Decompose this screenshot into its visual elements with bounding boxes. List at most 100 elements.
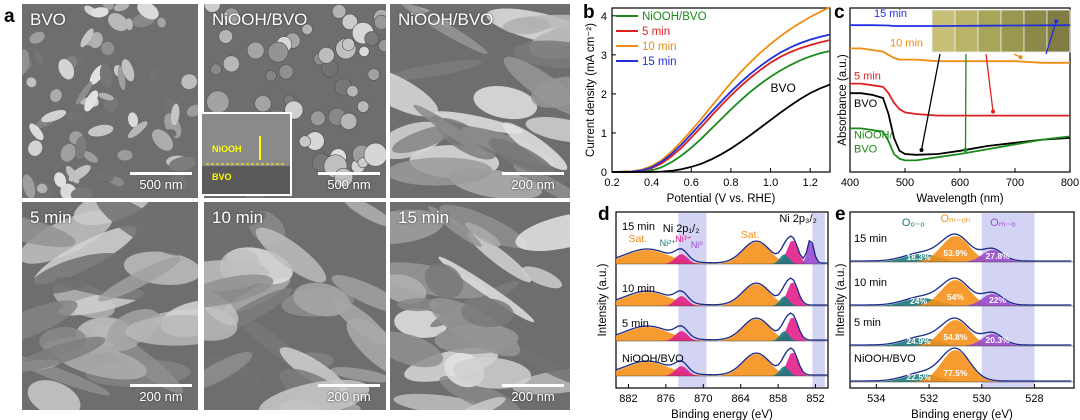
inset-label-niooh: NiOOH (212, 144, 242, 154)
sample-photo (977, 9, 1002, 53)
xps-component (616, 331, 828, 341)
curve-label-15min: 15 min (874, 8, 907, 20)
sem-grain (513, 40, 570, 69)
y-axis-label: Intensity (a.u.) (835, 263, 847, 336)
ni2p-xps-chart: 882 876 870 864 858 852 Binding energy (eV) Int… (597, 211, 829, 420)
xps-component (616, 362, 828, 376)
xps-envelope (615, 235, 829, 264)
xps-component (850, 320, 1074, 346)
x-tick-label: 530 (973, 393, 991, 405)
x-tick-label: 852 (806, 393, 824, 405)
sem-grain (125, 315, 198, 346)
spectrum-label: 5 min (622, 318, 649, 330)
sem-grain (390, 274, 427, 304)
xps-component (616, 241, 828, 264)
y-tick-label: 1 (601, 128, 607, 140)
sem-image-label: NiOOH/BVO (212, 10, 308, 29)
panel-label-e: e (835, 204, 846, 225)
photo-arrow-head (1054, 19, 1059, 24)
scale-bar-label: 200 nm (139, 389, 183, 404)
xps-component (616, 242, 828, 264)
sem-grain (50, 89, 62, 102)
sem-image-label: 15 min (398, 208, 450, 227)
y-axis-label: Intensity (a.u.) (597, 263, 609, 336)
jv-curve-niooh-bvo (612, 50, 831, 173)
xps-envelope (849, 317, 1072, 346)
sem-grain (394, 308, 448, 338)
inset-label-bvo: BVO (212, 172, 232, 182)
abs-curve-5-min (850, 82, 1070, 117)
sem-grain (90, 7, 109, 18)
sem-grain (206, 90, 230, 114)
sem-grain (68, 165, 91, 182)
sem-grain (367, 68, 380, 81)
sem-grain (22, 336, 106, 373)
legend-label: NiOOH/BVO (642, 11, 707, 23)
xps-component (850, 254, 1074, 262)
x-tick-label: 0.6 (684, 177, 699, 189)
y-axis-label: Absorbance (a.u.) (837, 54, 849, 146)
sem-grain (27, 380, 81, 410)
sem-texture (204, 4, 386, 198)
xps-component (850, 298, 1074, 306)
sem-grain (512, 368, 570, 395)
sem-grain (28, 140, 43, 156)
sem-grain (413, 104, 488, 156)
x-tick-label: 0.8 (723, 177, 738, 189)
y-tick-label: 4 (601, 11, 607, 23)
xps-component (616, 254, 828, 264)
sem-grain (429, 297, 520, 357)
sem-texture (22, 202, 198, 410)
sem-grain (488, 138, 555, 176)
peak-label-ni3: Ni³⁺ (675, 234, 691, 244)
sem-grain (41, 110, 67, 123)
sem-grain (346, 85, 359, 98)
xps-envelope (615, 277, 828, 306)
sem-grain (29, 253, 125, 295)
sem-grain (461, 298, 514, 328)
pct-orange: 54% (947, 292, 964, 302)
sem-grain (267, 41, 289, 63)
sem-grain (341, 38, 355, 51)
photo-arrow-head (919, 148, 924, 152)
sem-grain (83, 151, 98, 163)
panel-label-d: d (598, 204, 610, 225)
sem-grain (502, 17, 551, 35)
spectrum-label: 10 min (854, 277, 887, 289)
plot-frame (615, 211, 829, 389)
sem-grain (454, 397, 506, 410)
sem-grain (503, 56, 570, 118)
abs-curve-15-min (850, 24, 1071, 27)
x-tick-label: 534 (867, 393, 885, 405)
sem-grain (26, 77, 37, 88)
curve-label-bvo: BVO (854, 98, 878, 110)
curve-label-niooh-bvo: BVO (854, 143, 878, 155)
jv-curve-15-min (611, 33, 831, 173)
sem-grain (54, 172, 67, 188)
pct-purple: 20.3% (986, 335, 1011, 345)
sample-photo (1000, 9, 1025, 53)
scale-bar-label: 200 nm (511, 389, 555, 404)
sem-grain (99, 63, 113, 89)
x-tick-label: 800 (1061, 177, 1079, 189)
sem-grain (343, 202, 386, 227)
sem-grain (390, 60, 482, 81)
cross-section-inset: NiOOH BVO (200, 112, 292, 196)
curve-label-niooh: NiOOH/ (854, 129, 893, 141)
plot-frame (849, 211, 1075, 389)
sem-grain (98, 173, 114, 182)
xps-component (850, 338, 1074, 346)
sem-grain (157, 17, 166, 28)
legend-label: 5 min (642, 26, 670, 38)
xps-envelope (849, 233, 1072, 262)
sem-grain (84, 90, 99, 112)
sem-grain (341, 13, 358, 30)
o1s-xps-chart: 534 532 530 528 Binding energy (eV) Intensity… (835, 211, 1075, 420)
sem-grain (74, 136, 87, 160)
sem-grain (210, 63, 222, 76)
sem-grain (278, 64, 294, 80)
sem-grain (34, 51, 44, 66)
peak-label-np12: Ni 2p₁/₂ (663, 223, 700, 235)
sem-grain (395, 4, 489, 33)
sem-grain (363, 142, 386, 167)
